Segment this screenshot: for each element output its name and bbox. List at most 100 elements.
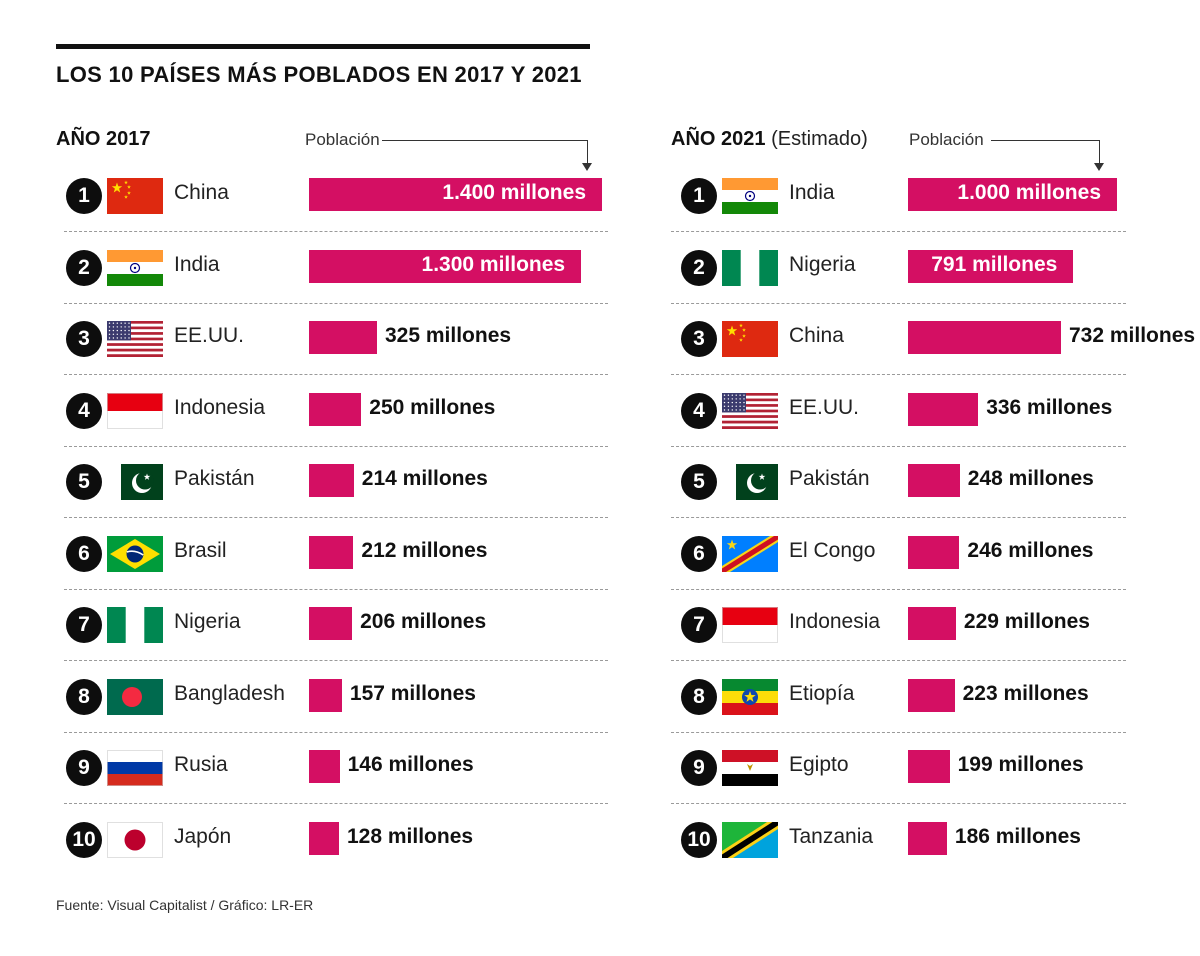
usa-flag-icon (107, 321, 163, 357)
rank-badge: 6 (66, 535, 102, 572)
value-label: 325 millones (385, 324, 512, 347)
country-label: Pakistán (174, 467, 255, 490)
value-label: 214 millones (361, 467, 488, 490)
population-bar (309, 321, 377, 354)
country-label: El Congo (789, 538, 876, 562)
chart-row: 1 China 1.400 millones (56, 160, 616, 232)
population-bar (309, 535, 354, 569)
chart-row: 5 Pakistán 214 millones (56, 446, 616, 518)
country-label: China (174, 181, 229, 204)
population-bar (908, 392, 979, 426)
brazil-flag-icon (107, 535, 163, 572)
population-bar (908, 249, 1074, 283)
country-label: India (789, 181, 835, 204)
row-separator (64, 803, 608, 804)
indonesia-flag-icon (722, 607, 778, 643)
chart-row: 7 Indonesia 229 millones (671, 589, 1200, 661)
pakistan-flag-icon (722, 464, 778, 500)
china-flag-icon (722, 321, 778, 357)
japan-flag-icon (107, 821, 163, 858)
chart-row: 8 Bangladesh 157 millones (56, 661, 616, 733)
value-label: 1.400 millones (442, 181, 586, 204)
population-label-2021: Población (909, 130, 984, 149)
value-label: 248 millones (967, 467, 1094, 490)
population-bar (908, 821, 947, 855)
rank-badge: 5 (66, 464, 102, 500)
indonesia-flag-icon (107, 392, 163, 429)
egypt-flag-icon (722, 750, 778, 786)
nigeria-flag-icon (722, 249, 778, 286)
population-arrow-2017 (582, 163, 592, 171)
value-label: 732 millones (1069, 324, 1196, 347)
row-separator (671, 660, 1126, 661)
rank-badge: 6 (681, 535, 717, 572)
value-label: 336 millones (986, 395, 1113, 419)
country-label: China (789, 324, 844, 347)
population-bar (908, 321, 1061, 354)
row-separator (64, 302, 608, 304)
chart-row: 6 Brasil 212 millones (56, 518, 616, 590)
population-bar (908, 607, 956, 640)
country-label: Bangladesh (174, 681, 285, 705)
population-pointer-stem-2017 (587, 140, 588, 164)
country-label: Tanzania (789, 824, 874, 848)
value-label: 1.300 millones (421, 252, 566, 276)
value-label: 223 millones (962, 681, 1089, 705)
india-flag-icon (107, 249, 163, 286)
row-separator (64, 660, 608, 661)
population-bar (908, 750, 950, 783)
row-separator (64, 374, 608, 375)
rank-badge: 1 (66, 178, 102, 214)
chart-row: 4 EE.UU. 336 millones (671, 375, 1200, 447)
title-rule (56, 44, 590, 49)
country-label: Nigeria (174, 610, 241, 633)
rank-badge: 7 (66, 607, 102, 643)
population-bar (309, 678, 342, 712)
rank-badge: 2 (681, 249, 717, 286)
chart-row: 8 Etiopía 223 millones (671, 661, 1200, 733)
rank-badge: 1 (681, 178, 717, 214)
country-label: Indonesia (789, 610, 881, 633)
country-label: Japón (174, 824, 232, 848)
panel-2017-heading: AÑO 2017 (56, 128, 151, 151)
population-bar (309, 607, 353, 640)
row-separator (671, 231, 1126, 232)
ethiopia-flag-icon (722, 678, 778, 715)
population-pointer-2021 (991, 140, 1100, 141)
value-label: 791 millones (931, 252, 1058, 276)
chart-row: 4 Indonesia 250 millones (56, 375, 616, 447)
rank-badge: 10 (681, 821, 717, 858)
value-label: 1.000 millones (957, 181, 1101, 204)
population-pointer-2017 (382, 140, 588, 141)
china-flag-icon (107, 178, 163, 214)
chart-row: 3 EE.UU. 325 millones (56, 303, 616, 375)
population-bar (309, 821, 339, 855)
country-label: Rusia (174, 753, 228, 776)
rank-badge: 9 (681, 750, 717, 786)
value-label: 206 millones (360, 610, 487, 633)
row-separator (671, 445, 1126, 447)
panel-2021-title: AÑO 2021 (671, 128, 766, 150)
value-label: 186 millones (954, 824, 1081, 848)
row-separator (64, 517, 608, 518)
population-bar (309, 178, 602, 211)
panel-2021-heading: AÑO 2021 (Estimado) (671, 128, 868, 151)
rank-badge: 4 (681, 392, 717, 429)
rank-badge: 3 (66, 321, 102, 357)
population-bar (309, 392, 362, 426)
pakistan-flag-icon (107, 464, 163, 500)
india-flag-icon (722, 178, 778, 214)
source-note: Fuente: Visual Capitalist / Gráfico: LR-… (56, 897, 314, 913)
population-bar (908, 535, 960, 569)
value-label: 246 millones (967, 538, 1094, 562)
row-separator (671, 731, 1126, 733)
rank-badge: 8 (66, 678, 102, 715)
rank-badge: 4 (66, 392, 102, 429)
value-label: 199 millones (957, 753, 1084, 776)
chart-row: 3 China 732 millones (671, 303, 1200, 375)
chart-title: LOS 10 PAÍSES MÁS POBLADOS EN 2017 Y 202… (56, 62, 582, 87)
rank-badge: 10 (66, 821, 102, 858)
panel-2017-title: AÑO 2017 (56, 128, 151, 150)
row-separator (671, 517, 1126, 518)
value-label: 250 millones (369, 395, 496, 419)
